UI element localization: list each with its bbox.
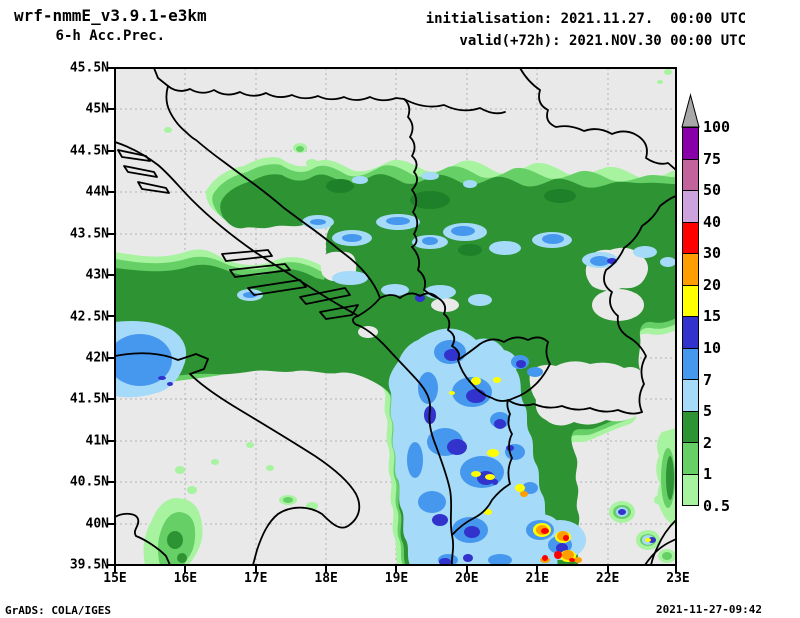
precip-level-30 xyxy=(541,528,575,562)
legend-value-label: 7 xyxy=(703,370,713,389)
island xyxy=(319,304,359,320)
lat-tick-label: 39.5N xyxy=(69,557,109,573)
lon-tick-label: 20E xyxy=(455,571,479,586)
border-north xyxy=(167,85,419,248)
border-albania-greece xyxy=(451,399,513,536)
legend-value-label: 5 xyxy=(703,402,713,421)
legend-band xyxy=(683,379,698,411)
legend-value-label: 10 xyxy=(703,339,722,358)
legend-value-label: 100 xyxy=(703,118,731,136)
lat-tick-label: 43.5N xyxy=(69,226,109,242)
border-kosovo xyxy=(457,336,551,402)
lon-tick-label: 21E xyxy=(525,571,549,586)
creation-timestamp: 2021-11-27-09:42 xyxy=(656,603,762,616)
lat-tick-label: 42N xyxy=(85,350,109,366)
legend-value-label: 20 xyxy=(703,275,722,294)
balkan-coast xyxy=(115,141,455,565)
lon-tick-label: 18E xyxy=(314,571,338,586)
island xyxy=(117,149,151,162)
legend-value-label: 75 xyxy=(703,149,722,168)
border-romania xyxy=(519,68,676,171)
border-serbia-north xyxy=(403,98,506,115)
legend-value-label: 0.5 xyxy=(703,496,731,515)
border-montenegro xyxy=(357,292,461,361)
legend-value-label: 1 xyxy=(703,465,713,484)
lon-tick-label: 15E xyxy=(103,571,127,586)
greece-coast-se xyxy=(644,538,676,565)
border-macedonia-bulgaria xyxy=(629,337,647,413)
legend-band xyxy=(683,473,698,505)
initialisation-line: initialisation: 2021.11.27. 00:00 UTC xyxy=(425,11,746,27)
island xyxy=(137,181,170,194)
lon-tick-label: 19E xyxy=(384,571,409,586)
island xyxy=(221,249,273,262)
lon-tick-label: 17E xyxy=(244,571,268,586)
lat-tick-label: 41N xyxy=(85,433,109,449)
grads-credit: GrADS: COLA/IGES xyxy=(5,604,111,617)
legend-overflow-arrow xyxy=(681,93,700,128)
legend-band xyxy=(683,158,698,190)
border-drina-south xyxy=(411,246,439,299)
legend-value-label: 15 xyxy=(703,307,722,326)
lat-tick-label: 44.5N xyxy=(69,143,109,159)
title-block: wrf-nmmE_v3.9.1-e3km 6-h Acc.Prec. xyxy=(14,6,207,44)
lat-tick-label: 45N xyxy=(85,101,109,117)
legend-value-label: 2 xyxy=(703,433,713,452)
legend-band xyxy=(683,410,698,442)
island xyxy=(123,165,158,178)
legend-band xyxy=(683,284,698,316)
legend-band xyxy=(683,190,698,222)
lat-tick-label: 41.5N xyxy=(69,391,109,407)
border-macedonia-greece xyxy=(507,399,643,415)
island xyxy=(247,279,307,296)
lat-tick-label: 44N xyxy=(85,184,109,200)
model-title: wrf-nmmE_v3.9.1-e3km xyxy=(14,6,207,25)
legend-band xyxy=(683,347,698,379)
run-info-block: initialisation: 2021.11.27. 00:00 UTC va… xyxy=(426,8,746,52)
border-serbia-bulgaria xyxy=(603,195,676,339)
legend-band xyxy=(683,128,698,159)
coastlines-borders xyxy=(115,68,676,565)
axis-ticks xyxy=(107,67,677,573)
italy-tyrrhenian-coast xyxy=(115,512,171,565)
island xyxy=(299,287,351,305)
product-title: 6-h Acc.Prec. xyxy=(55,28,166,44)
lat-tick-label: 42.5N xyxy=(69,309,109,324)
legend-value-label: 50 xyxy=(703,181,722,200)
legend-band xyxy=(683,253,698,285)
border-croatia-bosnia xyxy=(165,85,381,299)
lat-tick-label: 43N xyxy=(85,267,109,283)
legend-value-label: 30 xyxy=(703,244,722,263)
legend-value-label: 40 xyxy=(703,212,722,231)
legend-band xyxy=(683,442,698,474)
lat-tick-label: 40.5N xyxy=(69,474,109,490)
island xyxy=(229,263,291,278)
lon-tick-label: 23E xyxy=(666,571,690,586)
lat-tick-label: 40N xyxy=(85,516,109,532)
lon-tick-label: 16E xyxy=(173,571,198,586)
italy-adriatic-coast xyxy=(115,352,361,565)
greece-coast-corner xyxy=(650,519,676,565)
valid-line: valid(+72h): 2021.NOV.30 00:00 UTC xyxy=(459,33,746,49)
border-slovenia xyxy=(153,68,169,87)
lon-tick-label: 22E xyxy=(595,571,620,586)
precip-deep-green xyxy=(326,179,576,256)
legend-band xyxy=(683,316,698,348)
lat-tick-label: 45.5N xyxy=(69,60,109,76)
legend-colorbar xyxy=(682,127,699,506)
legend-band xyxy=(683,221,698,253)
